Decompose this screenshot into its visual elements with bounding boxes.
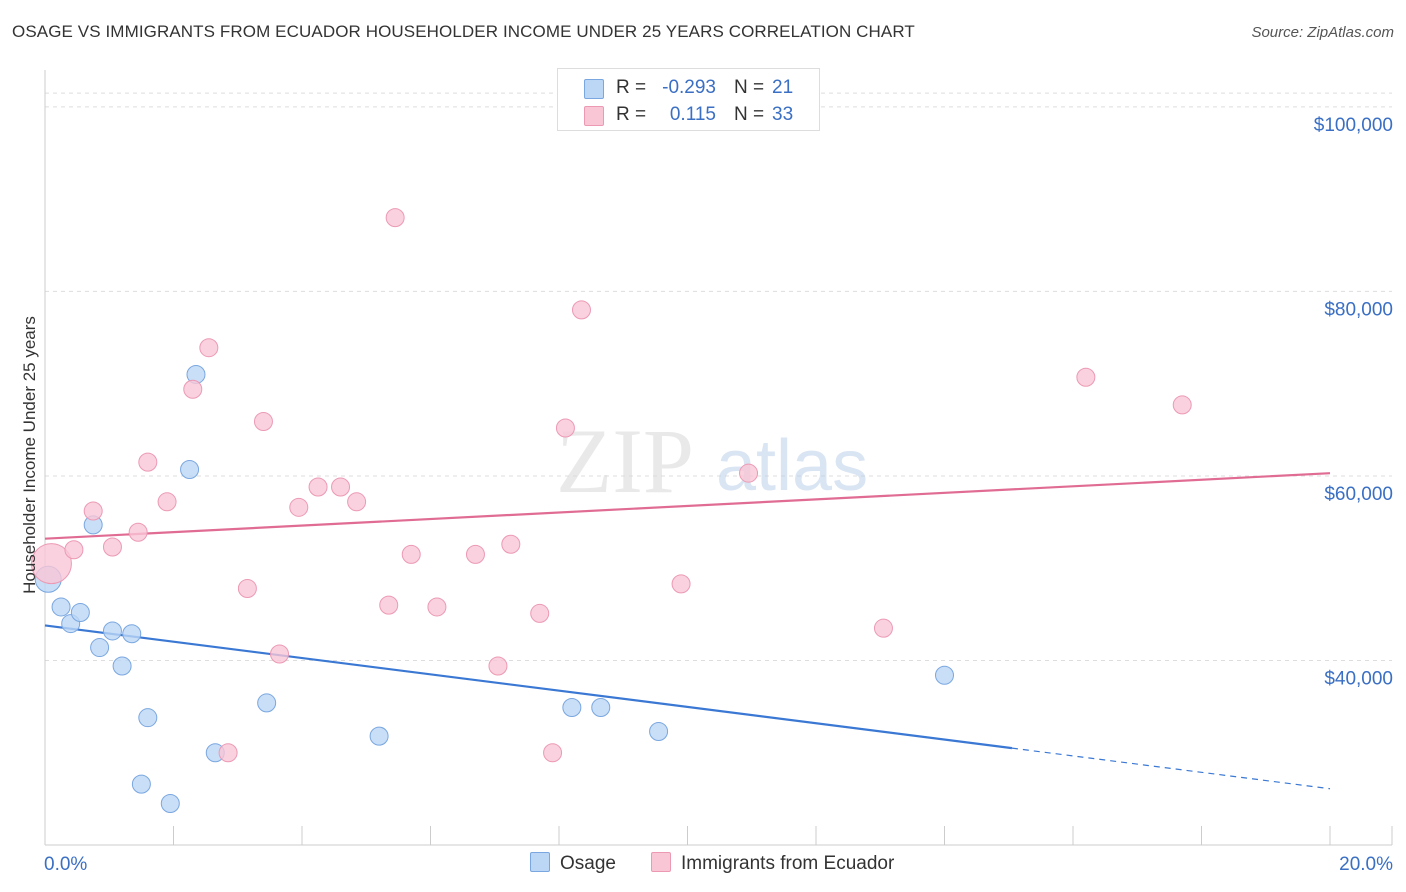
- bottom-legend-label-osage: Osage: [560, 853, 616, 874]
- legend-row-osage: R = -0.293 N = 21: [558, 75, 819, 101]
- data-point-pink: [128, 522, 148, 542]
- data-point-blue: [257, 693, 277, 713]
- legend-swatch-osage: [584, 79, 604, 99]
- legend-r-label: R =: [616, 77, 647, 98]
- y-axis-label: Householder Income Under 25 years: [20, 316, 39, 594]
- legend-row-ecuador: R = 0.115 N = 33: [558, 102, 819, 128]
- bottom-legend-swatch-osage: [530, 852, 550, 872]
- data-point-blue: [122, 624, 142, 644]
- trend-line-pink: [44, 472, 1331, 540]
- watermark: ZIP atlas: [556, 410, 868, 512]
- data-point-pink: [218, 743, 238, 763]
- bottom-legend-osage: Osage: [530, 852, 616, 875]
- y-tick-label: $100,000: [1314, 115, 1393, 136]
- data-point-pink: [138, 452, 158, 472]
- watermark-zip: ZIP: [556, 410, 694, 512]
- data-point-pink: [488, 656, 508, 676]
- data-point-pink: [102, 537, 122, 557]
- data-point-pink: [183, 379, 203, 399]
- data-point-pink: [379, 595, 399, 615]
- source-label: Source: ZipAtlas.com: [1251, 24, 1394, 41]
- data-point-pink: [530, 603, 550, 623]
- data-point-blue: [51, 597, 71, 617]
- data-point-pink: [270, 644, 290, 664]
- data-points: [30, 208, 1192, 813]
- data-point-pink: [331, 477, 351, 497]
- bottom-legend-label-ecuador: Immigrants from Ecuador: [681, 853, 895, 874]
- data-point-pink: [543, 743, 563, 763]
- legend-r-value: 0.115: [669, 104, 716, 125]
- data-point-blue: [935, 665, 954, 685]
- y-tick-label: $40,000: [1324, 668, 1393, 689]
- data-point-pink: [64, 540, 84, 560]
- grid-layer: [45, 92, 1392, 661]
- data-point-blue: [562, 698, 582, 718]
- trend-lines: [44, 472, 1331, 790]
- data-point-blue: [591, 698, 611, 718]
- data-point-blue: [369, 726, 389, 746]
- x-tick-label: 0.0%: [44, 854, 87, 875]
- legend-n-value: 33: [772, 104, 794, 125]
- legend-n-label: N =: [734, 77, 765, 98]
- data-point-pink: [1076, 367, 1096, 387]
- data-point-pink: [308, 477, 328, 497]
- trend-line-extension-blue: [1011, 747, 1331, 790]
- data-point-blue: [112, 656, 132, 676]
- data-point-pink: [501, 534, 521, 554]
- data-point-pink: [1172, 395, 1192, 415]
- y-tick-label: $80,000: [1324, 299, 1393, 320]
- legend-r-label: R =: [616, 104, 647, 125]
- data-point-pink: [347, 492, 367, 512]
- axis-layer: [44, 70, 1393, 846]
- data-point-pink: [385, 208, 405, 228]
- bottom-legend-swatch-ecuador: [651, 852, 671, 872]
- data-point-pink: [465, 544, 485, 564]
- data-point-blue: [180, 459, 200, 479]
- data-point-blue: [138, 708, 158, 728]
- trend-line-blue: [44, 624, 1013, 750]
- data-point-blue: [160, 793, 180, 813]
- legend-n-label: N =: [734, 104, 765, 125]
- data-point-pink: [83, 501, 103, 521]
- data-point-pink: [671, 574, 691, 594]
- x-tick-label: 20.0%: [1339, 854, 1393, 875]
- data-point-pink: [571, 300, 591, 320]
- bottom-legend-ecuador: Immigrants from Ecuador: [651, 852, 894, 875]
- tick-labels: $40,000 $60,000 $80,000 $100,000 0.0% 20.0%: [44, 115, 1393, 875]
- data-point-pink: [30, 543, 72, 585]
- data-point-pink: [427, 597, 447, 617]
- stats-legend: R = -0.293 N = 21 R = 0.115 N = 33: [557, 68, 820, 131]
- data-point-blue: [649, 722, 669, 742]
- data-point-pink: [555, 418, 575, 438]
- data-point-pink: [253, 412, 273, 432]
- y-tick-label: $60,000: [1324, 484, 1393, 505]
- chart-title: OSAGE VS IMMIGRANTS FROM ECUADOR HOUSEHO…: [12, 22, 915, 41]
- data-point-pink: [237, 579, 257, 599]
- legend-r-value: -0.293: [662, 77, 716, 98]
- legend-n-value: 21: [772, 77, 794, 98]
- data-point-pink: [199, 338, 219, 358]
- data-point-blue: [90, 638, 110, 658]
- data-point-pink: [873, 618, 893, 638]
- data-point-pink: [739, 463, 759, 483]
- data-point-blue: [70, 603, 90, 622]
- data-point-pink: [289, 497, 309, 517]
- data-point-pink: [157, 492, 177, 512]
- legend-swatch-ecuador: [584, 106, 604, 126]
- data-point-blue: [131, 774, 151, 794]
- data-point-blue: [102, 621, 122, 641]
- watermark-atlas: atlas: [716, 426, 868, 506]
- data-point-pink: [401, 544, 421, 564]
